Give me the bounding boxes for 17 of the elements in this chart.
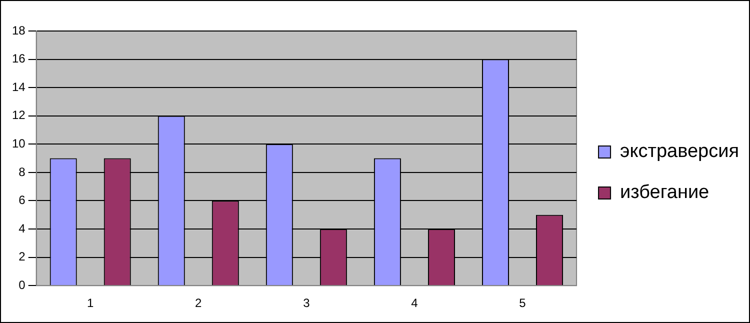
y-tick-label: 12 bbox=[12, 108, 26, 122]
y-tick-label: 10 bbox=[12, 136, 26, 150]
y-tick-label: 4 bbox=[18, 221, 26, 236]
x-tick-label: 3 bbox=[303, 296, 310, 310]
y-tick-label: 18 bbox=[12, 23, 26, 38]
x-tick-label: 2 bbox=[195, 296, 202, 310]
y-tick-label: 6 bbox=[18, 193, 26, 208]
x-tick-label: 4 bbox=[411, 296, 418, 310]
y-tick-label: 8 bbox=[18, 164, 26, 179]
legend-label: избегание bbox=[620, 182, 710, 204]
legend-label: экстраверсия bbox=[620, 141, 740, 162]
y-tick-label: 14 bbox=[12, 80, 26, 94]
y-tick-label: 0 bbox=[18, 278, 26, 292]
x-tick-label: 5 bbox=[519, 296, 526, 310]
y-tick-label: 2 bbox=[18, 250, 26, 264]
y-tick-label: 16 bbox=[12, 52, 26, 66]
x-tick-label: 1 bbox=[87, 296, 94, 310]
